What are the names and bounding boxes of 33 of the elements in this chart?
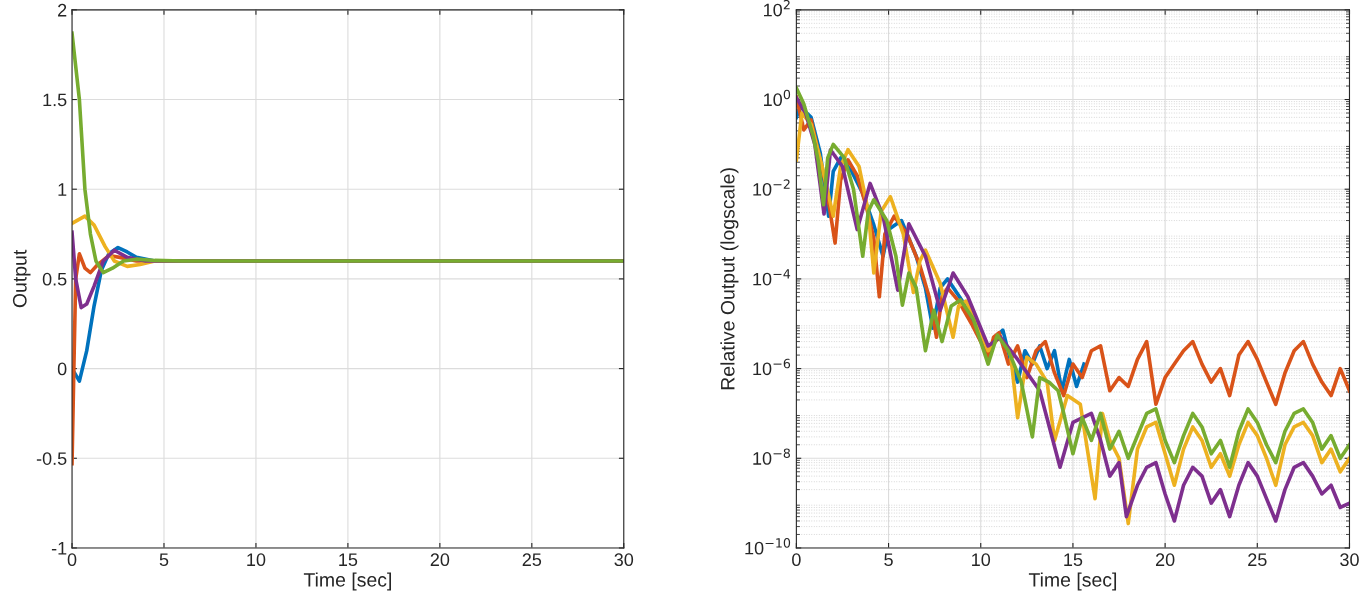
y-tick-label: 10$^{−2}$ [753,179,790,196]
y-tick-label: -1 [51,542,67,555]
y-tick-label: -0.5 [36,452,67,465]
x-tick-label: 30 [1340,553,1359,567]
x-tick-label: 10 [247,553,266,567]
x-tick-label: 5 [159,553,169,567]
x-tick-label: 20 [430,553,450,567]
y-tick-label: 1.5 [43,93,67,107]
x-tick-label: 20 [1155,553,1175,567]
line-series [72,31,624,275]
y-tick-label: 1 [58,183,67,196]
y-tick-label: 10$^{2}$ [764,0,790,17]
x-tick-label: 10 [972,553,991,567]
y-tick-label: 10$^{0}$ [764,89,791,107]
y-tick-label: 10$^{−4}$ [753,269,791,286]
x-tick-label: 0 [792,553,801,567]
y-tick-label: 0 [57,362,67,376]
x-tick-label: 25 [1248,553,1267,567]
y-tick-label: 2 [58,3,67,17]
y-tick-label: 0.5 [42,272,67,286]
x-tick-label: 0 [67,553,77,567]
y-axis-title: Relative Output (logscale) [720,168,739,390]
y-axis-title: Output [12,249,31,308]
x-tick-label: 25 [522,553,542,567]
x-tick-label: 30 [614,553,634,567]
y-tick-label: 10$^{−6}$ [753,358,791,376]
x-axis-title: Time [sec] [303,572,391,591]
x-tick-label: 5 [884,553,893,567]
y-tick-label: 10$^{−10}$ [745,538,791,555]
y-tick-label: 10$^{−8}$ [753,448,790,465]
x-tick-label: 15 [339,553,358,567]
x-tick-label: 15 [1064,553,1083,567]
x-axis-title: Time [sec] [1028,572,1117,591]
